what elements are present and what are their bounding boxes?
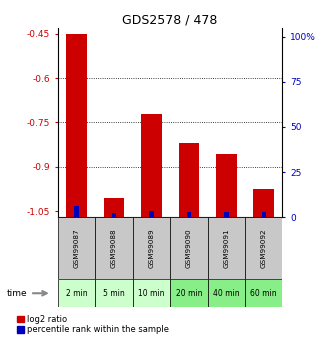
Bar: [112, 213, 116, 217]
Bar: [149, 211, 154, 217]
Bar: [170, 279, 208, 307]
Text: GSM99087: GSM99087: [74, 229, 80, 268]
Text: time: time: [6, 289, 27, 298]
Text: GSM99090: GSM99090: [186, 229, 192, 268]
Text: 10 min: 10 min: [138, 289, 165, 298]
Bar: [95, 217, 133, 279]
Text: GSM99089: GSM99089: [148, 229, 154, 268]
Legend: log2 ratio, percentile rank within the sample: log2 ratio, percentile rank within the s…: [17, 315, 169, 334]
Bar: [216, 154, 237, 217]
Text: 5 min: 5 min: [103, 289, 125, 298]
Text: 60 min: 60 min: [250, 289, 277, 298]
Bar: [133, 217, 170, 279]
Bar: [224, 212, 229, 217]
Bar: [104, 198, 124, 217]
Bar: [245, 217, 282, 279]
Text: 40 min: 40 min: [213, 289, 239, 298]
Bar: [187, 212, 191, 217]
Text: 20 min: 20 min: [176, 289, 202, 298]
Bar: [208, 279, 245, 307]
Title: GDS2578 / 478: GDS2578 / 478: [122, 13, 218, 27]
Bar: [170, 217, 208, 279]
Text: 2 min: 2 min: [66, 289, 87, 298]
Bar: [74, 206, 79, 217]
Text: GSM99088: GSM99088: [111, 229, 117, 268]
Bar: [178, 143, 199, 217]
Text: GSM99091: GSM99091: [223, 229, 229, 268]
Bar: [262, 211, 266, 217]
Bar: [141, 114, 162, 217]
Bar: [254, 189, 274, 217]
Bar: [58, 279, 95, 307]
Text: GSM99092: GSM99092: [261, 229, 267, 268]
Bar: [66, 34, 87, 217]
Bar: [133, 279, 170, 307]
Bar: [208, 217, 245, 279]
Bar: [245, 279, 282, 307]
Bar: [58, 217, 95, 279]
Bar: [95, 279, 133, 307]
